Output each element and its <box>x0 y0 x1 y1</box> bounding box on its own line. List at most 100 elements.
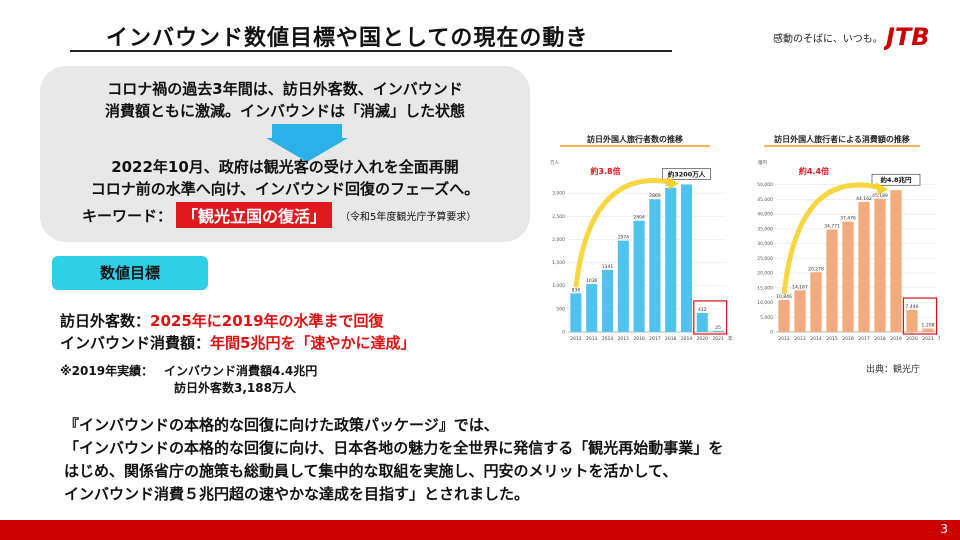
chart1-bar-2018 <box>665 187 677 332</box>
chart2-year-suffix: 年 <box>938 335 940 342</box>
chart2-y-tick-label: 30,000 <box>757 241 773 247</box>
source-note: 出典：観光庁 <box>866 365 921 375</box>
chart2-bar-2017 <box>858 201 870 332</box>
chart1-growth-label: 約3.8倍 <box>590 166 620 176</box>
policy-paragraph-line-1: 『インバウンドの本格的な回復に向けた政策パッケージ』では、 <box>64 416 499 434</box>
spending-goal-value: 年間5兆円を「速やかに達成」 <box>210 334 416 352</box>
chart2-x-tick-label: 2015 <box>826 336 838 342</box>
keyword-row: キーワード： 「観光立国の復活」 （令和5年度観光庁予算要求） <box>82 202 476 228</box>
chart1-bar-2016 <box>633 220 645 332</box>
chart2-bar-2014 <box>810 272 822 332</box>
chart1-y-tick-label: 3,000 <box>552 191 565 197</box>
page-number: 3 <box>940 522 948 536</box>
chart2-value-label: 20,278 <box>808 266 824 272</box>
chart1-growth-arrow-head <box>666 176 679 190</box>
reference-visitors: 訪日外客数3,188万人 <box>174 381 296 395</box>
chart2-y-tick-label: 35,000 <box>757 226 773 232</box>
chart2-bar-2013 <box>794 290 806 332</box>
chart1-value-label: 2404 <box>633 215 645 221</box>
reference-label: ※2019年実績： <box>60 364 154 378</box>
chart2-y-tick-label: 40,000 <box>757 212 773 218</box>
brand-tagline: 感動のそばに、いつも。 <box>773 34 883 45</box>
chart2-x-tick-label: 2019 <box>890 336 902 342</box>
chart2-x-tick-label: 2018 <box>874 336 886 342</box>
chart1-y-tick-label: 2,000 <box>552 237 565 243</box>
svg-text:JTB: JTB <box>884 23 930 50</box>
chart2-growth-arrow <box>781 182 883 295</box>
keyword-note: （令和5年度観光庁予算要求） <box>340 211 477 223</box>
chart1-x-tick-label: 2016 <box>633 336 645 342</box>
chart2-x-tick-label: 2021 <box>922 336 934 342</box>
chart2-title: 訪日外国人旅行者による消費額の推移 <box>774 134 910 144</box>
chart1-y-tick-label: 1,500 <box>552 260 565 266</box>
chart1-x-tick-label: 2019 <box>681 336 693 342</box>
chart2-growth-arrow-head <box>876 182 888 196</box>
chart2-x-tick-label: 2017 <box>858 336 870 342</box>
chart2-y-tick-label: 45,000 <box>757 197 773 203</box>
chart2-growth-label: 約4.4倍 <box>799 166 829 176</box>
chart1-value-label: 836 <box>572 287 581 293</box>
summary-line-3: 2022年10月、政府は観光客の受け入れを全面再開 <box>111 158 459 176</box>
chart2-bar-2015 <box>826 229 838 332</box>
chart1-x-tick-label: 2021 <box>712 336 724 342</box>
chart2-x-tick-label: 2014 <box>810 336 822 342</box>
chart1-y-tick-label: 500 <box>556 306 565 312</box>
chart2-y-unit: 億円 <box>758 159 767 166</box>
chart1-bar-2013 <box>586 284 598 332</box>
policy-paragraph-line-2: 「インバウンドの本格的な回復に向け、日本各地の魅力を全世界に発信する「観光再始動… <box>64 439 724 457</box>
chart1-bar-2021 <box>712 330 724 332</box>
chart1-x-tick-label: 2017 <box>649 336 661 342</box>
chart1-x-tick-label: 2015 <box>618 336 630 342</box>
chart1-y-unit: 万人 <box>550 160 559 166</box>
chart2-bar-2012 <box>778 300 790 332</box>
spending-goal: インバウンド消費額：年間5兆円を「速やかに達成」 <box>60 332 415 353</box>
chart2-value-label: 14,167 <box>792 284 808 290</box>
chart2-value-label: 44,162 <box>856 196 872 202</box>
chart2-y-tick-label: 20,000 <box>757 271 773 277</box>
jtb-logo: JTB <box>884 23 930 50</box>
chart1-value-label: 1036 <box>586 278 598 284</box>
summary-line-1: コロナ禍の過去3年間は、訪日外客数、インバウンド <box>107 80 463 98</box>
chart1-value-label: 2869 <box>649 193 661 199</box>
reference-spending: インバウンド消費額4.4兆円 <box>164 364 318 378</box>
chart1-x-tick-label: 2012 <box>570 336 582 342</box>
summary-line-2: 消費額ともに激減。インバウンドは「消滅」した状態 <box>104 102 465 120</box>
chart1-peak-callout-box <box>662 168 711 180</box>
down-arrow-icon <box>266 124 348 162</box>
chart2-bar-2020 <box>906 310 918 332</box>
policy-paragraph-line-4: インバウンド消費５兆円超の速やかな達成を目指す」とされました。 <box>64 485 530 503</box>
chart2-bar-2021 <box>922 328 934 332</box>
chart1-covid-highlight <box>693 300 728 335</box>
chart1-x-tick-label: 2013 <box>586 336 598 342</box>
summary-line-4: コロナ前の水準へ向け、インバウンド回復のフェーズへ。 <box>90 180 480 198</box>
keyword-highlight: 「観光立国の復活」 <box>176 202 333 228</box>
slide-title: インバウンド数値目標や国としての現在の動き <box>106 26 589 51</box>
footer-bar: 3 <box>0 520 960 540</box>
chart1-value-label: 25 <box>715 325 721 331</box>
chart1-bar-2017 <box>649 199 661 332</box>
chart1-year-suffix: 年 <box>728 335 733 342</box>
summary-box: コロナ禍の過去3年間は、訪日外客数、インバウンド 消費額ともに激減。インバウンド… <box>40 66 530 242</box>
chart1-value-label: 1341 <box>602 264 614 270</box>
chart1-y-tick-label: 2,500 <box>552 214 565 220</box>
chart2-x-tick-label: 2016 <box>842 336 854 342</box>
keyword-label: キーワード： <box>82 206 173 225</box>
chart2-peak-callout-box <box>871 173 921 186</box>
chart1-x-tick-label: 2020 <box>697 336 709 342</box>
chart2-bar-2019 <box>890 190 902 332</box>
chart2-x-tick-label: 2020 <box>906 336 918 342</box>
policy-paragraph-line-3: はじめ、関係省庁の施策も総動員して集中的な取組を実施し、円安のメリットを活かして… <box>64 462 678 480</box>
chart2-peak-callout: 約4.8兆円 <box>880 175 912 184</box>
title-underline <box>70 50 672 52</box>
chart2-y-tick-label: 15,000 <box>757 285 773 291</box>
chart2-x-tick-label: 2013 <box>794 336 806 342</box>
chart2-value-label: 37,476 <box>840 216 856 222</box>
chart1-value-label: 412 <box>698 307 707 313</box>
spending-goal-label: インバウンド消費額： <box>60 334 211 352</box>
chart1-value-label: 1974 <box>618 235 630 241</box>
targets-badge: 数値目標 <box>52 256 208 290</box>
chart2-y-tick-label: 10,000 <box>757 300 773 306</box>
chart1-peak-callout: 約3200万人 <box>668 169 706 178</box>
chart1-x-tick-label: 2014 <box>602 336 614 342</box>
